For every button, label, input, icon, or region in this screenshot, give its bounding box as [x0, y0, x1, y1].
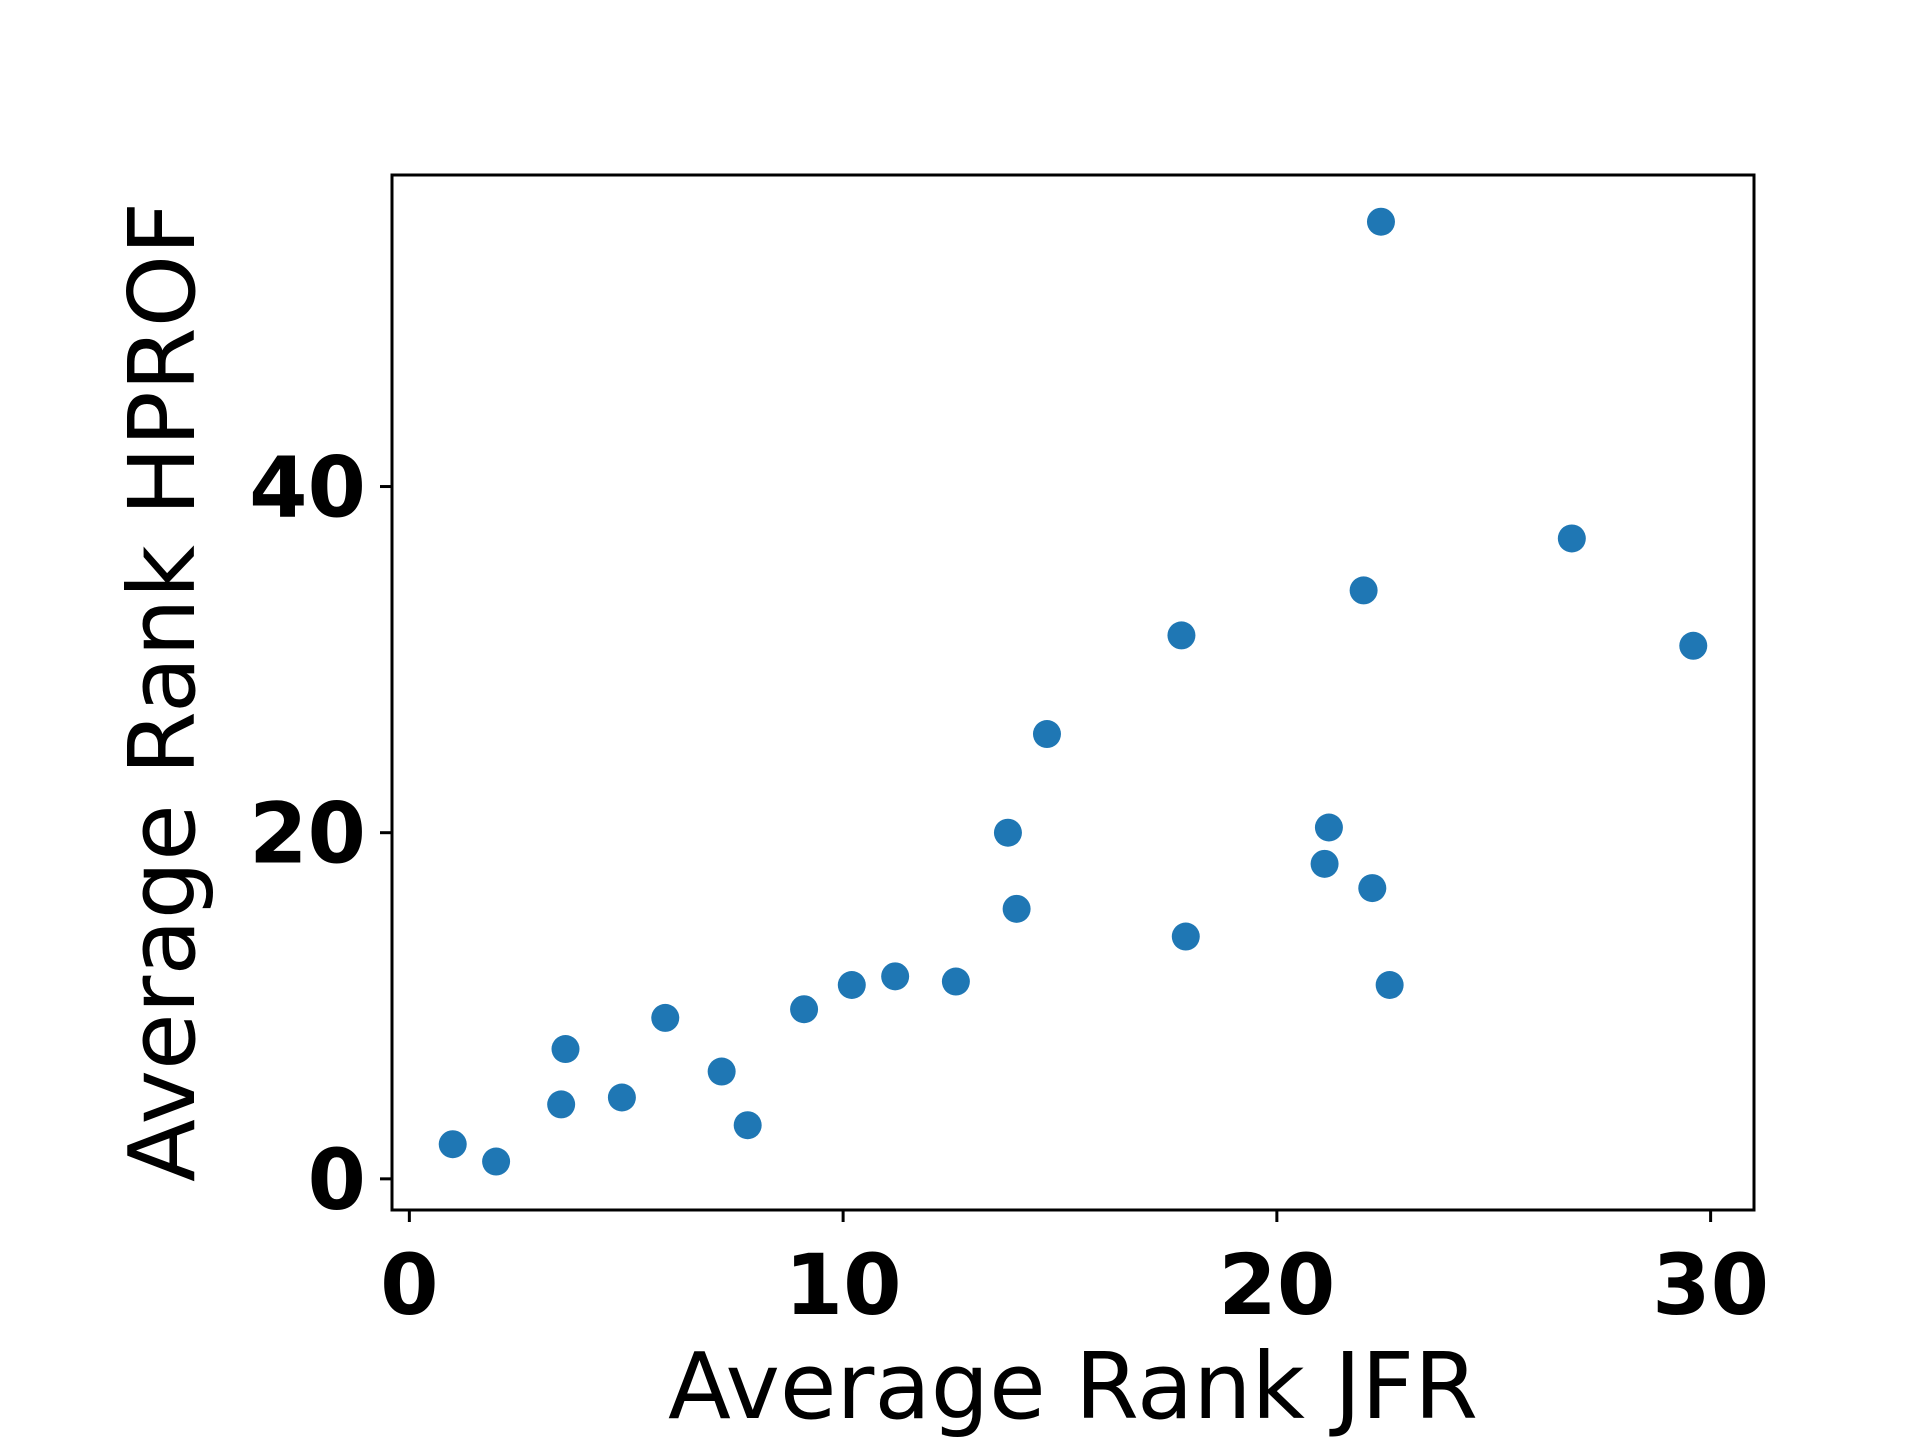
- data-point: [1002, 894, 1031, 923]
- data-point: [1358, 874, 1387, 903]
- data-point: [547, 1090, 576, 1119]
- data-point: [607, 1083, 636, 1112]
- data-point: [551, 1035, 580, 1064]
- data-point: [1349, 576, 1378, 605]
- data-point: [1557, 524, 1586, 553]
- data-point: [1310, 849, 1339, 878]
- data-point: [837, 971, 866, 999]
- x-tick-label: 0: [380, 1236, 438, 1334]
- data-point: [1171, 922, 1200, 951]
- data-point: [707, 1057, 736, 1086]
- data-point: [1032, 720, 1061, 749]
- data-point: [438, 1130, 467, 1159]
- x-axis-title: Average Rank JFR: [668, 1333, 1478, 1440]
- scatter-points: [438, 207, 1708, 1176]
- y-axis-title: Average Rank HPROF: [109, 202, 216, 1182]
- data-point: [881, 962, 910, 991]
- data-point: [993, 818, 1022, 847]
- data-point: [1314, 813, 1343, 842]
- data-point: [790, 995, 819, 1024]
- y-tick-label: 20: [249, 785, 366, 883]
- plot-frame: [390, 173, 1756, 1212]
- data-point: [1366, 207, 1395, 236]
- y-tick-label: 0: [308, 1131, 366, 1229]
- y-axis-ticks: 0 20 40: [249, 439, 392, 1229]
- x-axis-ticks: 0 10 20 30: [380, 1210, 1769, 1334]
- data-point: [941, 967, 970, 996]
- data-point: [733, 1111, 762, 1140]
- x-tick-label: 30: [1652, 1236, 1769, 1334]
- data-point: [482, 1147, 511, 1176]
- y-tick-label: 40: [249, 439, 366, 537]
- data-point: [1679, 631, 1708, 660]
- data-point: [1375, 971, 1404, 999]
- x-tick-label: 20: [1218, 1236, 1335, 1334]
- data-point: [1167, 621, 1196, 650]
- x-tick-label: 10: [785, 1236, 902, 1334]
- data-point: [651, 1003, 680, 1032]
